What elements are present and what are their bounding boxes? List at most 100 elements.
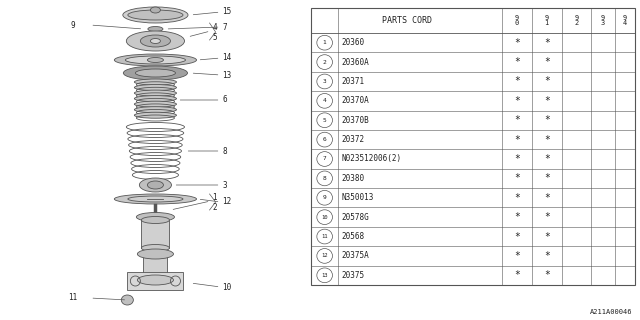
Text: *: * <box>544 212 550 222</box>
Text: *: * <box>544 154 550 164</box>
Text: 9
3: 9 3 <box>601 15 605 26</box>
Text: 10: 10 <box>223 283 232 292</box>
Bar <box>141 220 170 248</box>
Ellipse shape <box>134 90 177 96</box>
Text: 13: 13 <box>321 273 328 278</box>
Text: 12: 12 <box>321 253 328 259</box>
Text: *: * <box>544 193 550 203</box>
Ellipse shape <box>115 194 196 204</box>
Text: 6: 6 <box>323 137 326 142</box>
Ellipse shape <box>134 96 177 102</box>
Text: *: * <box>544 251 550 261</box>
Ellipse shape <box>126 31 184 51</box>
Text: 20371: 20371 <box>341 77 364 86</box>
Text: 20370B: 20370B <box>341 116 369 125</box>
Ellipse shape <box>147 181 163 189</box>
Ellipse shape <box>123 7 188 23</box>
Text: *: * <box>544 232 550 242</box>
Text: 7: 7 <box>223 22 227 31</box>
Text: 1: 1 <box>212 193 217 202</box>
Ellipse shape <box>140 35 170 47</box>
Text: *: * <box>514 154 520 164</box>
Text: *: * <box>514 38 520 48</box>
Text: *: * <box>514 96 520 106</box>
Text: *: * <box>514 173 520 183</box>
Text: *: * <box>514 57 520 67</box>
Text: 9
0: 9 0 <box>515 15 519 26</box>
Text: 1: 1 <box>323 40 326 45</box>
Ellipse shape <box>128 196 183 202</box>
Ellipse shape <box>125 56 186 64</box>
Ellipse shape <box>134 101 177 107</box>
Text: 20360A: 20360A <box>341 58 369 67</box>
Text: 9
1: 9 1 <box>545 15 549 26</box>
Text: PARTS CORD: PARTS CORD <box>382 16 432 25</box>
Ellipse shape <box>134 84 177 91</box>
Text: 4: 4 <box>323 98 326 103</box>
Text: N023512006(2): N023512006(2) <box>341 155 401 164</box>
Text: 11: 11 <box>68 293 77 302</box>
Text: 11: 11 <box>321 234 328 239</box>
Text: 6: 6 <box>223 95 227 105</box>
Text: 9
2: 9 2 <box>574 15 579 26</box>
Ellipse shape <box>136 212 175 221</box>
Text: 9: 9 <box>323 195 326 200</box>
Text: *: * <box>514 212 520 222</box>
Text: 5: 5 <box>323 118 326 123</box>
Text: 20375: 20375 <box>341 271 364 280</box>
Text: *: * <box>514 76 520 86</box>
Text: 8: 8 <box>323 176 326 181</box>
Ellipse shape <box>134 79 177 85</box>
Text: 8: 8 <box>223 147 227 156</box>
Text: 12: 12 <box>223 197 232 206</box>
Text: 4: 4 <box>212 22 217 31</box>
Ellipse shape <box>138 275 173 285</box>
Text: 20372: 20372 <box>341 135 364 144</box>
Ellipse shape <box>128 10 183 20</box>
Text: *: * <box>514 115 520 125</box>
Text: 20578G: 20578G <box>341 213 369 222</box>
Ellipse shape <box>147 58 163 62</box>
Ellipse shape <box>134 107 177 113</box>
Ellipse shape <box>136 69 175 77</box>
Text: *: * <box>514 251 520 261</box>
Ellipse shape <box>150 38 161 44</box>
Text: *: * <box>544 135 550 145</box>
Text: 7: 7 <box>323 156 326 162</box>
Text: 2: 2 <box>212 203 217 212</box>
Ellipse shape <box>141 244 170 252</box>
Text: *: * <box>544 173 550 183</box>
Text: 20370A: 20370A <box>341 96 369 105</box>
Text: *: * <box>544 57 550 67</box>
Ellipse shape <box>148 27 163 31</box>
Text: *: * <box>544 38 550 48</box>
Ellipse shape <box>124 66 188 80</box>
Text: *: * <box>544 76 550 86</box>
Text: 20375A: 20375A <box>341 252 369 260</box>
Text: 15: 15 <box>223 7 232 17</box>
Text: 3: 3 <box>323 79 326 84</box>
Text: *: * <box>544 96 550 106</box>
Ellipse shape <box>140 178 172 192</box>
Text: 10: 10 <box>321 215 328 220</box>
Text: 20380: 20380 <box>341 174 364 183</box>
Bar <box>312 8 635 285</box>
Bar <box>143 254 168 280</box>
Text: 9
4: 9 4 <box>623 15 627 26</box>
Text: *: * <box>514 135 520 145</box>
Ellipse shape <box>115 54 196 66</box>
Ellipse shape <box>138 249 173 259</box>
Text: 5: 5 <box>212 33 217 42</box>
Text: *: * <box>544 115 550 125</box>
Ellipse shape <box>134 112 177 118</box>
Text: 13: 13 <box>223 70 232 79</box>
Ellipse shape <box>150 7 161 13</box>
Text: 20568: 20568 <box>341 232 364 241</box>
Bar <box>127 272 184 290</box>
Ellipse shape <box>141 217 170 223</box>
Text: *: * <box>514 193 520 203</box>
Text: 20360: 20360 <box>341 38 364 47</box>
Text: *: * <box>514 232 520 242</box>
Text: A211A00046: A211A00046 <box>590 309 632 315</box>
Text: *: * <box>514 270 520 280</box>
